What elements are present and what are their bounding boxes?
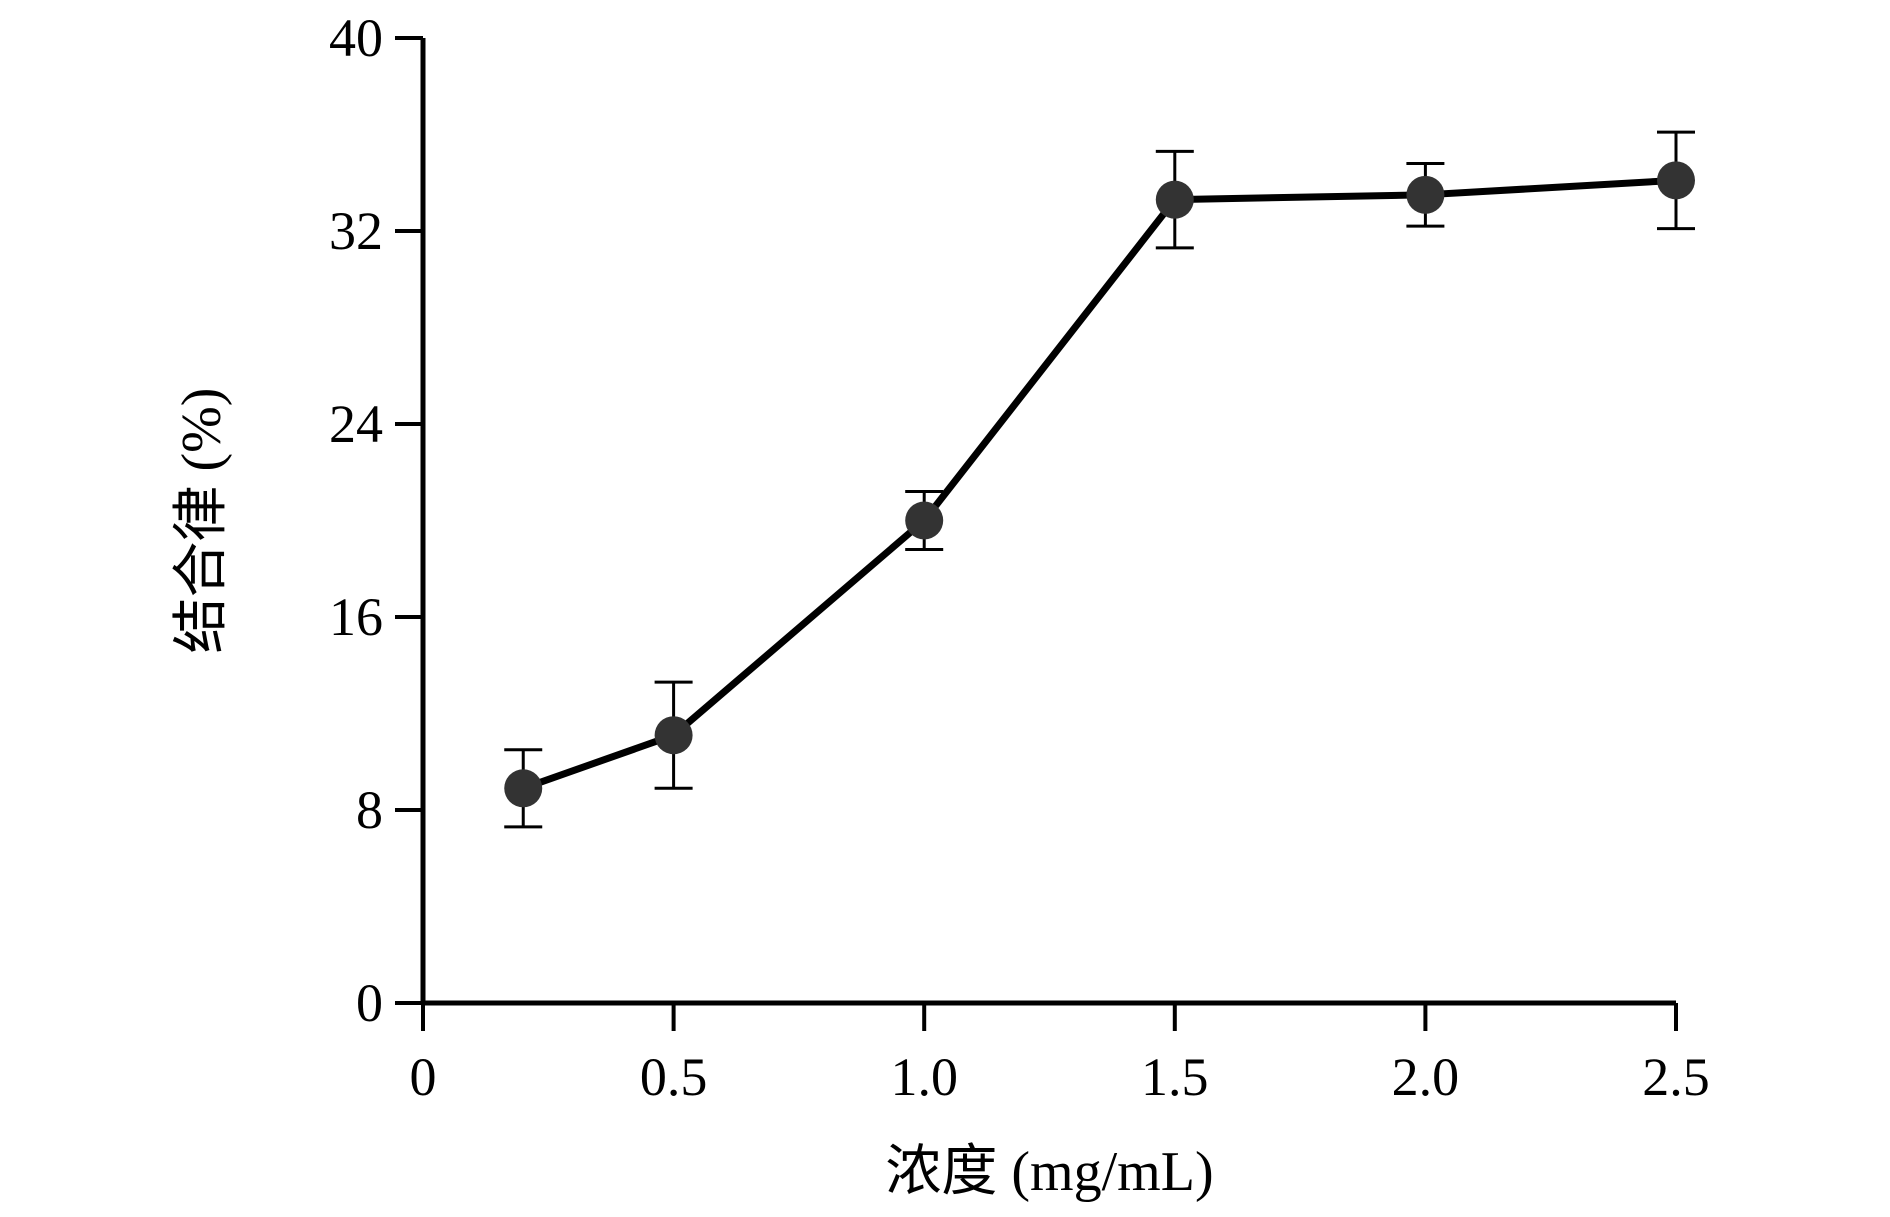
y-axis-title: 结合律 (%) — [171, 388, 233, 654]
axes — [420, 38, 1676, 1006]
y-tick-label: 32 — [329, 201, 383, 261]
data-point — [1155, 180, 1194, 219]
y-ticks: 0 8 16 24 32 40 — [329, 8, 423, 1033]
x-tick-label: 0 — [410, 1047, 437, 1107]
data-point — [1406, 175, 1445, 214]
x-tick-label: 2.0 — [1392, 1047, 1460, 1107]
x-tick-label: 1.0 — [890, 1047, 958, 1107]
data-point — [654, 716, 693, 755]
x-ticks: 0 0.5 1.0 1.5 2.0 2.5 — [410, 1003, 1710, 1107]
x-tick-label: 2.5 — [1642, 1047, 1710, 1107]
y-tick-label: 40 — [329, 8, 383, 68]
x-tick-label: 1.5 — [1141, 1047, 1209, 1107]
data-points — [504, 161, 1695, 808]
x-tick-label: 0.5 — [640, 1047, 708, 1107]
data-point — [504, 769, 543, 808]
data-point — [905, 501, 944, 540]
x-axis-title: 浓度 (mg/mL) — [885, 1141, 1213, 1203]
data-point — [1657, 161, 1695, 200]
y-tick-label: 24 — [329, 394, 383, 454]
y-tick-label: 8 — [356, 780, 383, 840]
y-tick-label: 0 — [356, 973, 383, 1033]
series-line — [522, 176, 1677, 792]
y-tick-label: 16 — [329, 587, 383, 647]
